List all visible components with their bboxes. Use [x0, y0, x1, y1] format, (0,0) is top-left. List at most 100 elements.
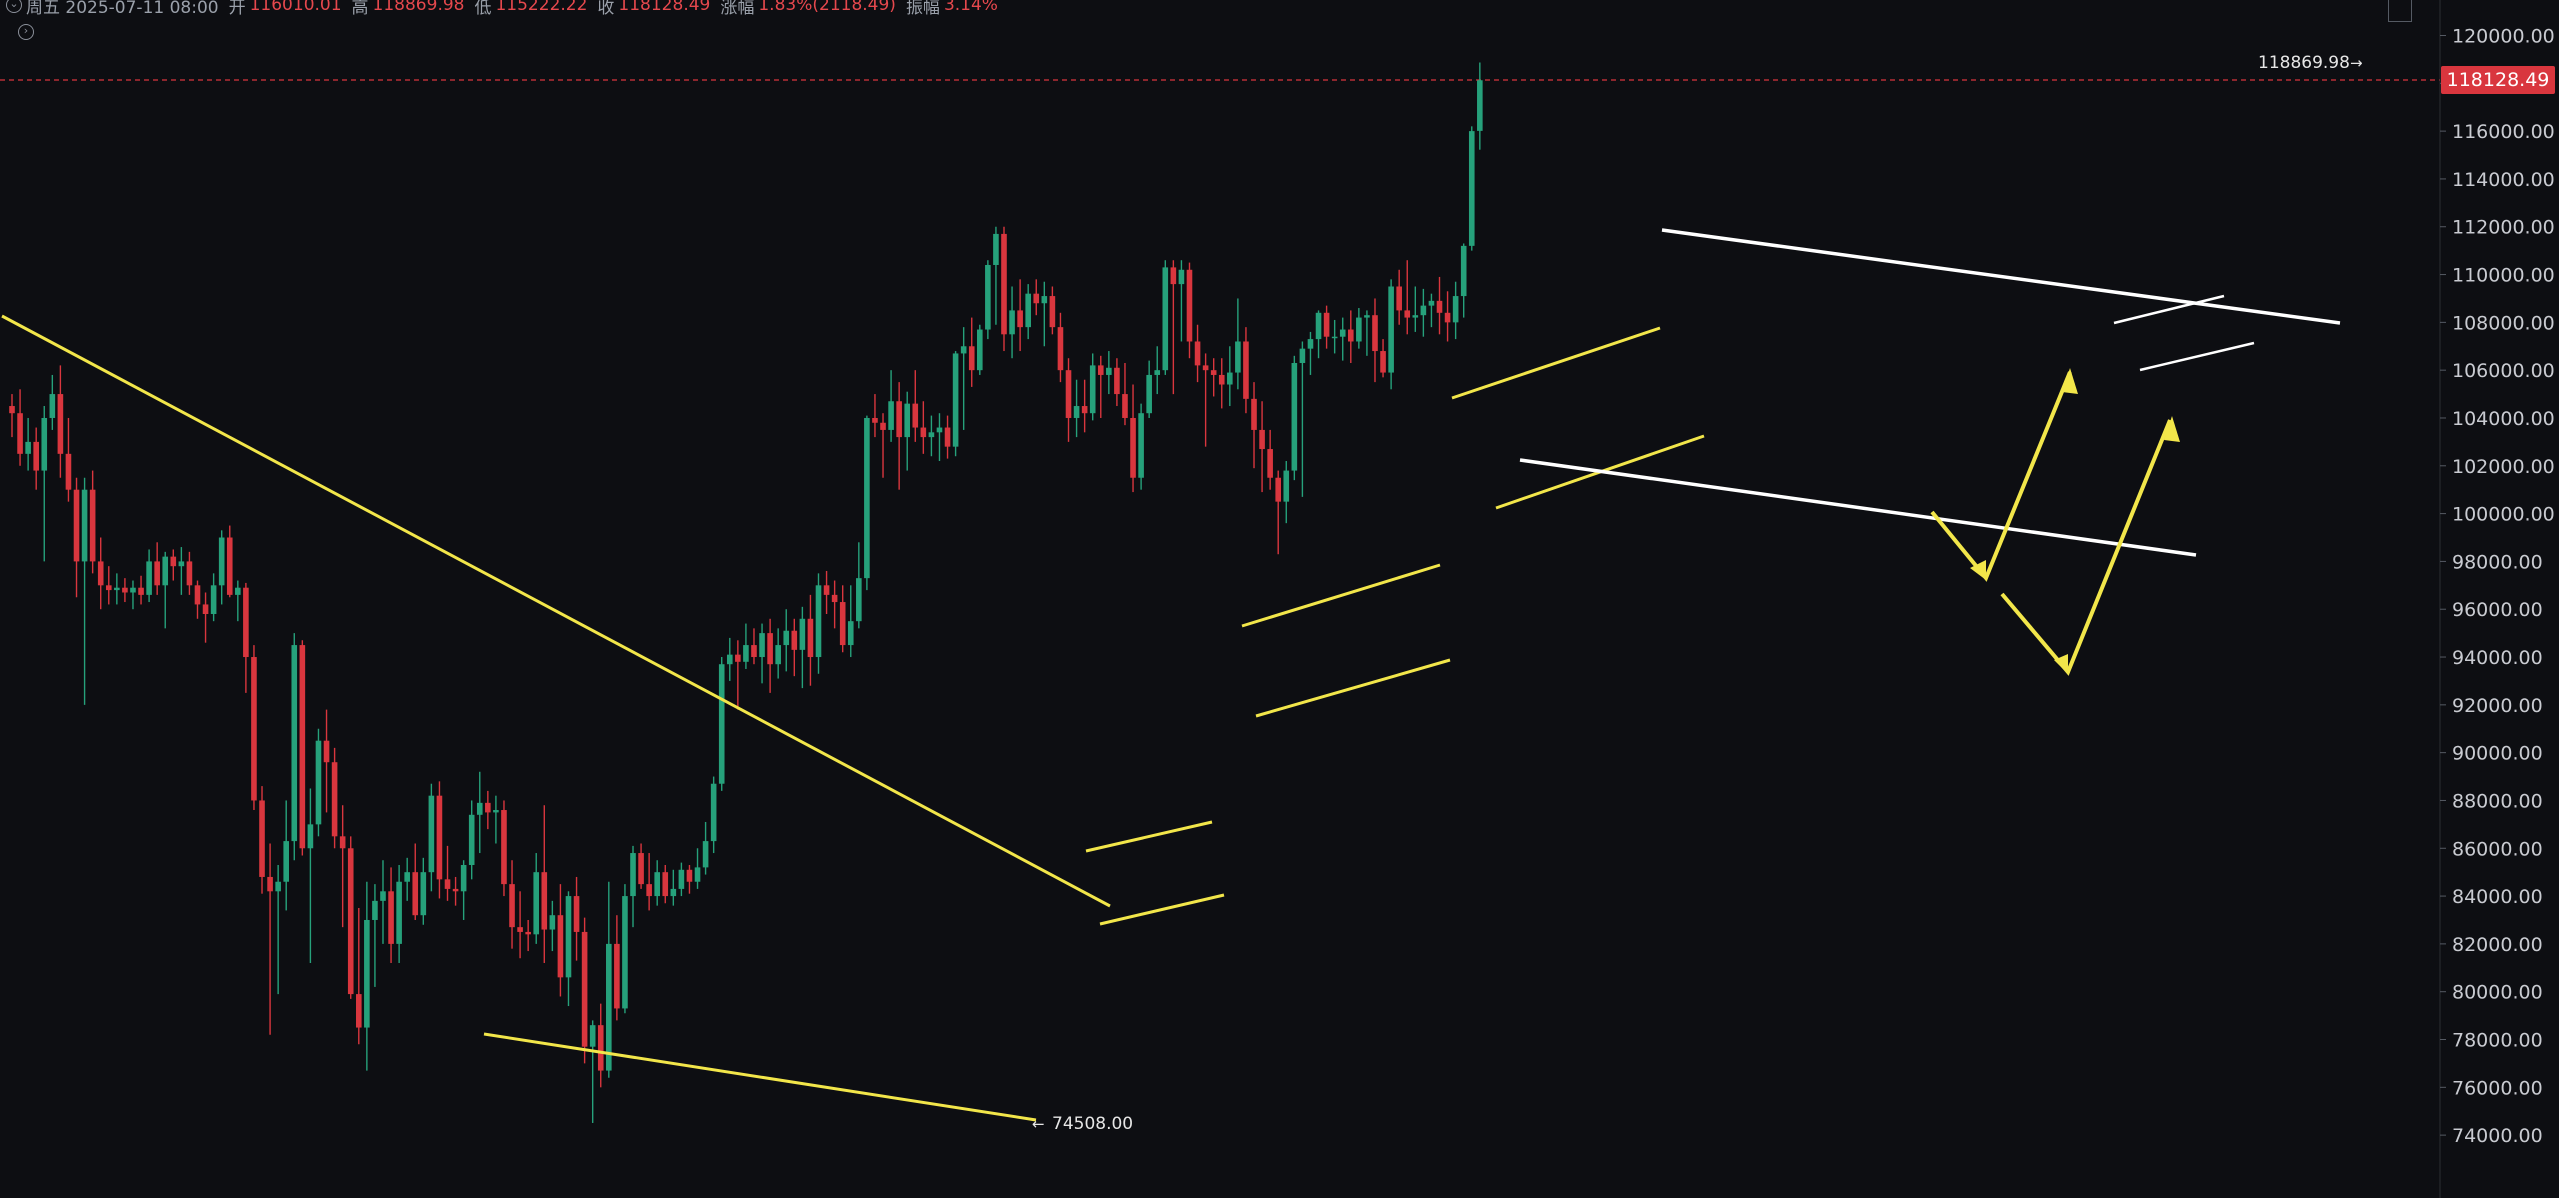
candle[interactable] [493, 795, 499, 844]
candle[interactable] [928, 415, 935, 457]
yellow-channel-upper-3[interactable] [1451, 326, 1661, 400]
chevron-down-icon[interactable]: ⌄ [6, 0, 22, 13]
candle[interactable] [880, 413, 886, 478]
candle[interactable] [549, 900, 556, 952]
candle[interactable] [662, 865, 669, 904]
candle[interactable] [1372, 298, 1378, 383]
candle[interactable] [1081, 379, 1088, 433]
candle[interactable] [138, 575, 144, 605]
candle[interactable] [718, 657, 725, 791]
candle[interactable] [1146, 360, 1152, 418]
candle[interactable] [243, 582, 249, 693]
candle[interactable] [372, 884, 378, 987]
candle[interactable] [1468, 126, 1475, 251]
candle[interactable] [1356, 308, 1362, 349]
candle[interactable] [89, 470, 96, 574]
candle[interactable] [1130, 384, 1136, 493]
candle[interactable] [210, 573, 217, 622]
candle[interactable] [1194, 324, 1201, 383]
candle[interactable] [799, 606, 806, 689]
yellow-channel-upper-1[interactable] [1085, 820, 1213, 853]
candle[interactable] [775, 628, 781, 679]
fullscreen-icon[interactable] [2388, 0, 2412, 22]
candle[interactable] [259, 786, 265, 894]
candle[interactable] [1259, 401, 1265, 493]
candle[interactable] [331, 747, 338, 849]
candle[interactable] [146, 549, 152, 603]
candle[interactable] [920, 401, 927, 454]
candle[interactable] [178, 547, 185, 595]
candle[interactable] [186, 551, 193, 595]
candle[interactable] [1243, 327, 1249, 414]
price-axis[interactable]: 74000.00 76000.00 78000.00 80000.00 82000.00… [2440, 26, 2555, 1148]
candle[interactable] [573, 876, 580, 961]
candle[interactable] [1122, 362, 1128, 426]
candle[interactable] [460, 860, 467, 920]
candle[interactable] [436, 781, 443, 899]
candle[interactable] [33, 427, 39, 490]
candle[interactable] [444, 845, 451, 901]
candle[interactable] [57, 365, 64, 478]
candle[interactable] [856, 542, 862, 629]
candle[interactable] [1033, 279, 1040, 316]
candle[interactable] [1477, 62, 1483, 150]
candle[interactable] [509, 860, 515, 949]
candle[interactable] [517, 891, 523, 959]
candle[interactable] [654, 860, 660, 906]
candle[interactable] [847, 585, 854, 658]
candle[interactable] [977, 324, 983, 375]
candle[interactable] [1380, 339, 1386, 378]
candle[interactable] [468, 800, 475, 880]
candle[interactable] [1428, 293, 1435, 328]
candle[interactable] [1323, 305, 1330, 349]
candle[interactable] [1178, 260, 1185, 342]
candle[interactable] [1267, 429, 1273, 490]
candle[interactable] [1460, 243, 1467, 318]
white-channel-upper[interactable] [1661, 228, 2341, 325]
candle[interactable] [1186, 262, 1193, 359]
candle[interactable] [767, 618, 773, 693]
candle[interactable] [1073, 379, 1080, 438]
candle[interactable] [396, 865, 402, 964]
yellow-channel-lower-2[interactable] [1255, 658, 1451, 718]
candle[interactable] [1396, 269, 1402, 325]
yellow-path-arrow-1[interactable] [1930, 371, 2072, 582]
candle[interactable] [702, 821, 709, 875]
candle[interactable] [170, 549, 177, 581]
candle[interactable] [533, 853, 540, 944]
candle[interactable] [1170, 260, 1177, 395]
candle[interactable] [41, 406, 48, 562]
candle[interactable] [1444, 291, 1451, 342]
candle[interactable] [202, 592, 209, 643]
candle[interactable] [1001, 226, 1007, 352]
candle[interactable] [452, 876, 459, 906]
candle[interactable] [388, 867, 394, 964]
candle[interactable] [1210, 358, 1217, 397]
candle[interactable] [823, 570, 830, 615]
candle[interactable] [565, 891, 572, 1007]
candle[interactable] [751, 628, 757, 665]
candle[interactable] [807, 594, 814, 686]
candle[interactable] [743, 623, 749, 669]
candle[interactable] [1218, 358, 1225, 409]
candle[interactable] [864, 415, 870, 591]
candle[interactable] [525, 919, 531, 952]
candle[interactable] [307, 788, 314, 964]
candle[interactable] [952, 351, 959, 457]
candle[interactable] [501, 800, 507, 897]
candle[interactable] [1097, 355, 1104, 418]
candle[interactable] [251, 645, 257, 811]
candle[interactable] [1057, 312, 1064, 383]
candle[interactable] [1291, 355, 1298, 481]
candle[interactable] [9, 394, 15, 438]
candle[interactable] [1138, 403, 1144, 490]
candle[interactable] [114, 573, 120, 605]
candle[interactable] [791, 618, 798, 677]
candle[interactable] [694, 848, 701, 889]
candle[interactable] [1114, 358, 1120, 407]
candle[interactable] [888, 370, 894, 442]
candle[interactable] [218, 530, 225, 605]
candle[interactable] [428, 783, 435, 892]
yellow-channel-lower-1[interactable] [1099, 893, 1225, 926]
candle[interactable] [557, 884, 564, 997]
